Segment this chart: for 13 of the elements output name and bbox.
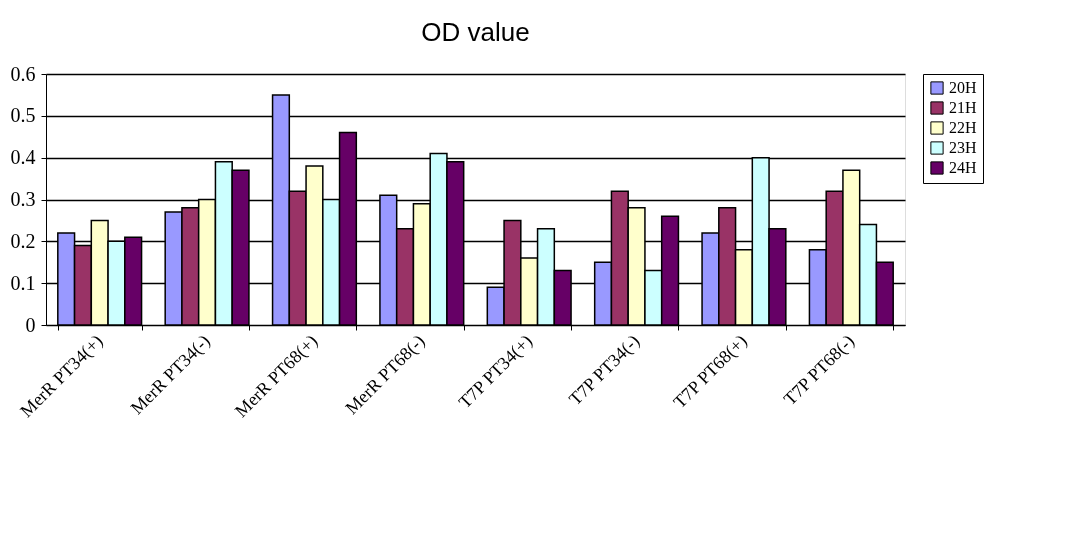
- y-tick-label: 0.3: [10, 188, 36, 210]
- y-tick-label: 0: [25, 313, 36, 336]
- y-tick-label: 0.1: [10, 271, 36, 294]
- legend-label: 23H: [949, 139, 977, 156]
- legend-label: 20H: [949, 79, 977, 96]
- y-tick-label: 0.6: [10, 62, 36, 85]
- y-tick-label: 0.5: [10, 104, 36, 127]
- chart-title: OD value: [421, 17, 530, 47]
- legend-label: 24H: [949, 159, 977, 176]
- legend-label: 21H: [949, 99, 977, 116]
- y-tick-label: 0.2: [10, 229, 36, 252]
- legend-label: 22H: [949, 119, 977, 136]
- y-tick-label: 0.4: [10, 146, 36, 169]
